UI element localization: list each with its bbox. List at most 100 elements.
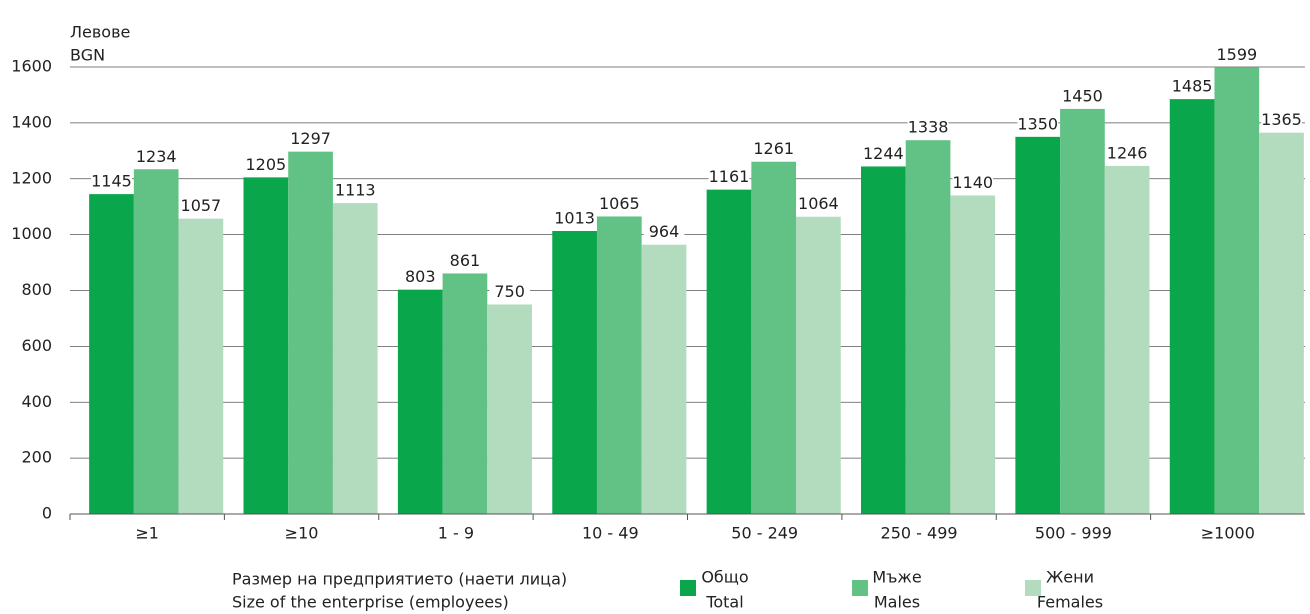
y-tick-label: 0 xyxy=(42,504,52,523)
legend-label: Мъже xyxy=(872,568,921,587)
value-label: 1057 xyxy=(181,196,222,215)
value-label-bg xyxy=(1216,45,1258,64)
value-label: 1161 xyxy=(709,167,750,186)
value-label-bg xyxy=(290,129,331,148)
x-tick-label: 500 - 999 xyxy=(1035,524,1112,543)
y-tick-label: 800 xyxy=(21,280,52,299)
value-label: 964 xyxy=(649,222,680,241)
value-label: 1246 xyxy=(1107,143,1148,162)
value-label: 1244 xyxy=(863,144,904,163)
x-axis-label: Size of the enterprise (employees) xyxy=(232,593,509,612)
bar xyxy=(442,273,488,514)
legend-swatch xyxy=(1025,580,1041,596)
value-label-bg xyxy=(1106,143,1148,162)
y-axis-label: Левове xyxy=(70,23,130,42)
value-label-bg xyxy=(91,172,132,191)
value-label-bg xyxy=(798,194,839,213)
value-label: 1599 xyxy=(1216,45,1257,64)
y-tick-label: 600 xyxy=(21,336,52,355)
bar xyxy=(332,203,378,515)
value-label: 1485 xyxy=(1172,77,1213,96)
x-axis-label: Размер на предприятието (наети лица) xyxy=(232,570,567,589)
value-label: 1113 xyxy=(335,181,376,200)
value-label-bg xyxy=(753,139,795,158)
value-label-bg xyxy=(952,173,994,192)
bar xyxy=(751,161,797,514)
x-tick-label: ≥10 xyxy=(285,524,319,543)
value-label: 1261 xyxy=(753,139,794,158)
bar xyxy=(1259,132,1304,514)
x-tick-label: 10 - 49 xyxy=(582,524,639,543)
bar xyxy=(1169,99,1215,515)
bar xyxy=(641,244,687,514)
value-label-bg xyxy=(245,155,287,174)
bar xyxy=(796,216,841,514)
value-label-bg xyxy=(643,222,685,241)
bar xyxy=(950,195,996,514)
legend-label: Общо xyxy=(701,568,748,587)
value-label: 1205 xyxy=(246,155,287,174)
bar xyxy=(905,140,951,515)
value-label-bg xyxy=(554,208,595,227)
x-tick-label: 250 - 499 xyxy=(881,524,958,543)
y-tick-label: 1200 xyxy=(11,168,52,187)
value-label: 861 xyxy=(450,251,481,270)
x-tick-label: 1 - 9 xyxy=(438,524,474,543)
legend-swatch xyxy=(852,580,868,596)
value-label: 1338 xyxy=(908,118,949,137)
bar xyxy=(552,230,597,515)
bar xyxy=(487,304,532,514)
value-label-bg xyxy=(708,167,750,186)
legend-label: Total xyxy=(705,593,743,612)
value-label-bg xyxy=(1062,86,1103,105)
bar xyxy=(1104,165,1150,514)
value-label-bg xyxy=(863,144,904,163)
value-label-bg xyxy=(1017,114,1059,133)
value-label: 1350 xyxy=(1017,114,1058,133)
y-tick-label: 200 xyxy=(21,448,52,467)
bar xyxy=(1015,136,1061,514)
value-label: 750 xyxy=(494,282,525,301)
value-label-bg xyxy=(334,181,376,200)
value-label: 1140 xyxy=(952,173,993,192)
value-label-bg xyxy=(1261,110,1302,129)
legend-swatch xyxy=(680,580,696,596)
y-axis-label: BGN xyxy=(70,46,105,65)
value-label: 1234 xyxy=(136,147,177,166)
y-tick-label: 1600 xyxy=(11,57,52,76)
legend-label: Жени xyxy=(1046,568,1094,587)
y-tick-label: 400 xyxy=(21,392,52,411)
x-tick-label: 50 - 249 xyxy=(731,524,798,543)
bar xyxy=(861,166,906,514)
y-tick-label: 1400 xyxy=(11,112,52,131)
value-label: 1064 xyxy=(798,194,839,213)
value-label: 1365 xyxy=(1261,110,1302,129)
value-label: 1145 xyxy=(91,172,132,191)
value-label-bg xyxy=(135,147,177,166)
value-label: 1065 xyxy=(599,194,640,213)
bar xyxy=(288,151,333,514)
bar xyxy=(178,218,224,514)
value-label: 1297 xyxy=(290,129,331,148)
bar xyxy=(243,177,289,514)
x-tick-label: ≥1 xyxy=(135,524,159,543)
bar xyxy=(1060,108,1105,514)
value-label: 803 xyxy=(405,267,436,286)
value-label-bg xyxy=(907,118,949,137)
value-label: 1450 xyxy=(1062,86,1103,105)
legend-label: Males xyxy=(874,593,920,612)
legend-label: Females xyxy=(1037,593,1103,612)
value-label-bg xyxy=(1171,77,1213,96)
bar xyxy=(89,194,134,514)
value-label-bg xyxy=(399,267,441,286)
bar xyxy=(596,216,642,514)
x-tick-label: ≥1000 xyxy=(1201,524,1255,543)
bar xyxy=(706,189,752,514)
value-label-bg xyxy=(489,282,530,301)
bar xyxy=(133,169,179,514)
y-tick-label: 1000 xyxy=(11,224,52,243)
value-label-bg xyxy=(444,251,486,270)
value-label: 1013 xyxy=(554,208,595,227)
value-label-bg xyxy=(180,196,222,215)
